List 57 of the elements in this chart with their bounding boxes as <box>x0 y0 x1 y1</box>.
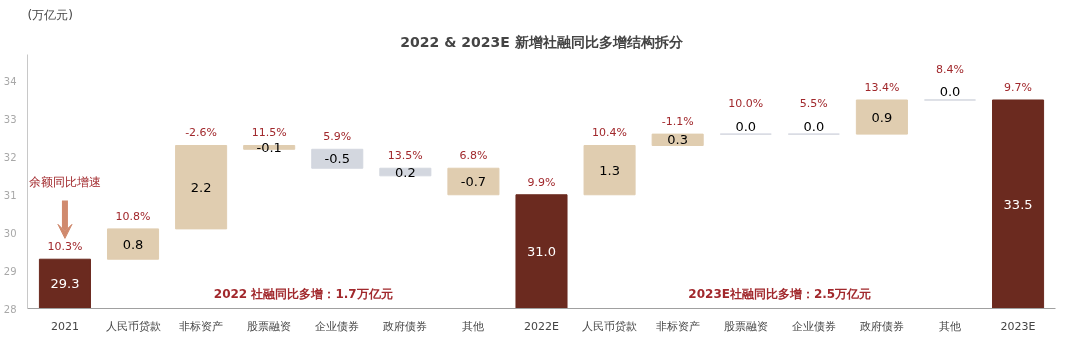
data-label: -0.1 <box>256 139 282 155</box>
data-label: 31.0 <box>527 244 556 260</box>
x-tick-label: 2021 <box>50 319 79 333</box>
annotation: 6.8% <box>459 149 488 163</box>
annotation: 10.3% <box>47 240 83 254</box>
annotation: 10.8% <box>115 209 151 223</box>
annotation: -1.1% <box>661 115 694 129</box>
x-tick-label: 2022E <box>524 319 560 333</box>
annotation: 2023E社融同比多增：2.5万亿元 <box>688 286 872 301</box>
annotation: 5.5% <box>799 97 828 111</box>
x-tick-label: 股票融资 <box>723 319 768 333</box>
annotation: 9.7% <box>1004 80 1033 94</box>
data-label: -0.5 <box>324 151 350 167</box>
x-tick-label: 政府债券 <box>859 319 904 333</box>
data-label: 0.3 <box>667 132 689 148</box>
x-tick-label: 人民币贷款 <box>105 319 161 333</box>
data-label: 0.0 <box>939 84 961 100</box>
text: (万亿元) <box>27 7 73 22</box>
x-tick-label: 非标资产 <box>655 319 700 333</box>
data-label: 1.3 <box>599 162 620 178</box>
x-tick-label: 企业债券 <box>791 319 836 333</box>
x-tick-label: 股票融资 <box>247 319 292 333</box>
annotation: 11.5% <box>251 126 287 140</box>
data-label: 0.2 <box>395 164 416 180</box>
annotation: 9.9% <box>527 175 556 189</box>
data-label: 33.5 <box>1003 196 1033 212</box>
annotation: 13.5% <box>387 149 423 163</box>
y-tick-label: 31 <box>3 189 17 201</box>
annotation: 2022 社融同比多增：1.7万亿元 <box>213 286 393 301</box>
y-tick-label: 28 <box>3 303 17 315</box>
x-tick-label: 其他 <box>938 319 961 333</box>
data-label: 0.0 <box>803 118 825 134</box>
annotation: 13.4% <box>864 80 900 94</box>
annotation: 10.4% <box>592 126 628 140</box>
y-tick-label: 30 <box>3 227 17 239</box>
data-label: 0.0 <box>735 118 757 134</box>
data-label: -0.7 <box>460 174 487 189</box>
annotation: 余额同比增速 <box>28 175 101 190</box>
x-tick-label: 政府债券 <box>383 319 428 333</box>
x-tick-label: 非标资产 <box>179 319 224 333</box>
y-tick-label: 32 <box>3 151 17 163</box>
annotation: 5.9% <box>323 130 352 144</box>
data-label: 29.3 <box>50 276 80 292</box>
y-tick-label: 34 <box>3 76 17 88</box>
annotation: -2.6% <box>185 126 218 140</box>
annotation: 10.0% <box>728 97 764 111</box>
y-tick-label: 33 <box>3 113 17 125</box>
data-label: 2.2 <box>190 179 212 195</box>
x-tick-label: 人民币贷款 <box>582 319 638 333</box>
data-label: 0.9 <box>871 109 893 125</box>
data-label: 0.8 <box>122 236 144 252</box>
x-tick-label: 2023E <box>1000 319 1036 333</box>
chart-title: 2022 & 2023E 新增社融同比多增结构拆分 <box>400 33 684 50</box>
y-tick-label: 29 <box>3 265 17 277</box>
x-tick-label: 企业债券 <box>315 319 360 333</box>
x-tick-label: 其他 <box>462 319 485 333</box>
annotation: 8.4% <box>936 62 964 76</box>
